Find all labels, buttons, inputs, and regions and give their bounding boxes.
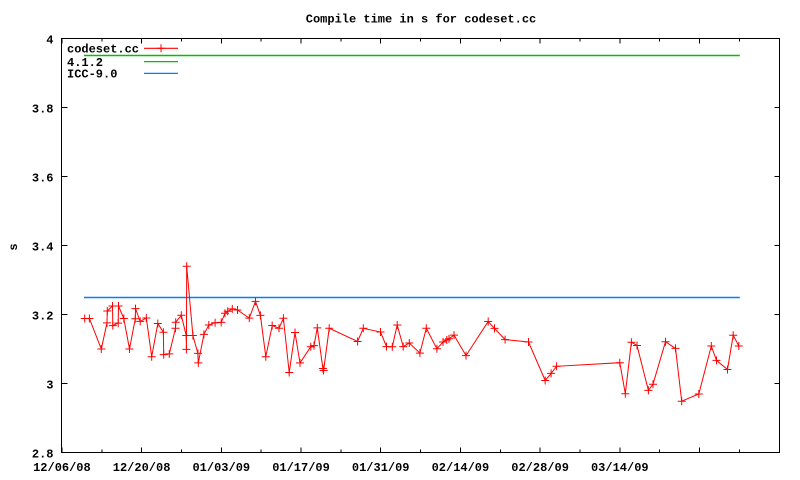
svg-text:12/20/08: 12/20/08 — [113, 461, 171, 475]
svg-text:2.8: 2.8 — [32, 447, 54, 461]
svg-text:01/31/09: 01/31/09 — [352, 461, 410, 475]
svg-text:01/17/09: 01/17/09 — [272, 461, 330, 475]
svg-text:4: 4 — [46, 33, 53, 47]
svg-text:3.6: 3.6 — [32, 171, 54, 185]
svg-text:02/28/09: 02/28/09 — [511, 461, 569, 475]
svg-text:01/03/09: 01/03/09 — [192, 461, 250, 475]
svg-text:codeset.cc: codeset.cc — [67, 42, 139, 56]
svg-text:3.8: 3.8 — [32, 102, 54, 116]
svg-text:ICC-9.0: ICC-9.0 — [67, 68, 117, 82]
svg-text:3.4: 3.4 — [32, 240, 54, 254]
svg-text:4.1.2: 4.1.2 — [67, 56, 103, 70]
svg-text:12/06/08: 12/06/08 — [33, 461, 91, 475]
svg-text:02/14/09: 02/14/09 — [432, 461, 490, 475]
svg-text:03/14/09: 03/14/09 — [591, 461, 649, 475]
svg-text:3.2: 3.2 — [32, 309, 54, 323]
svg-text:3: 3 — [46, 378, 53, 392]
svg-text:Compile time in s for codeset.: Compile time in s for codeset.cc — [306, 12, 536, 26]
svg-text:s: s — [7, 243, 21, 250]
